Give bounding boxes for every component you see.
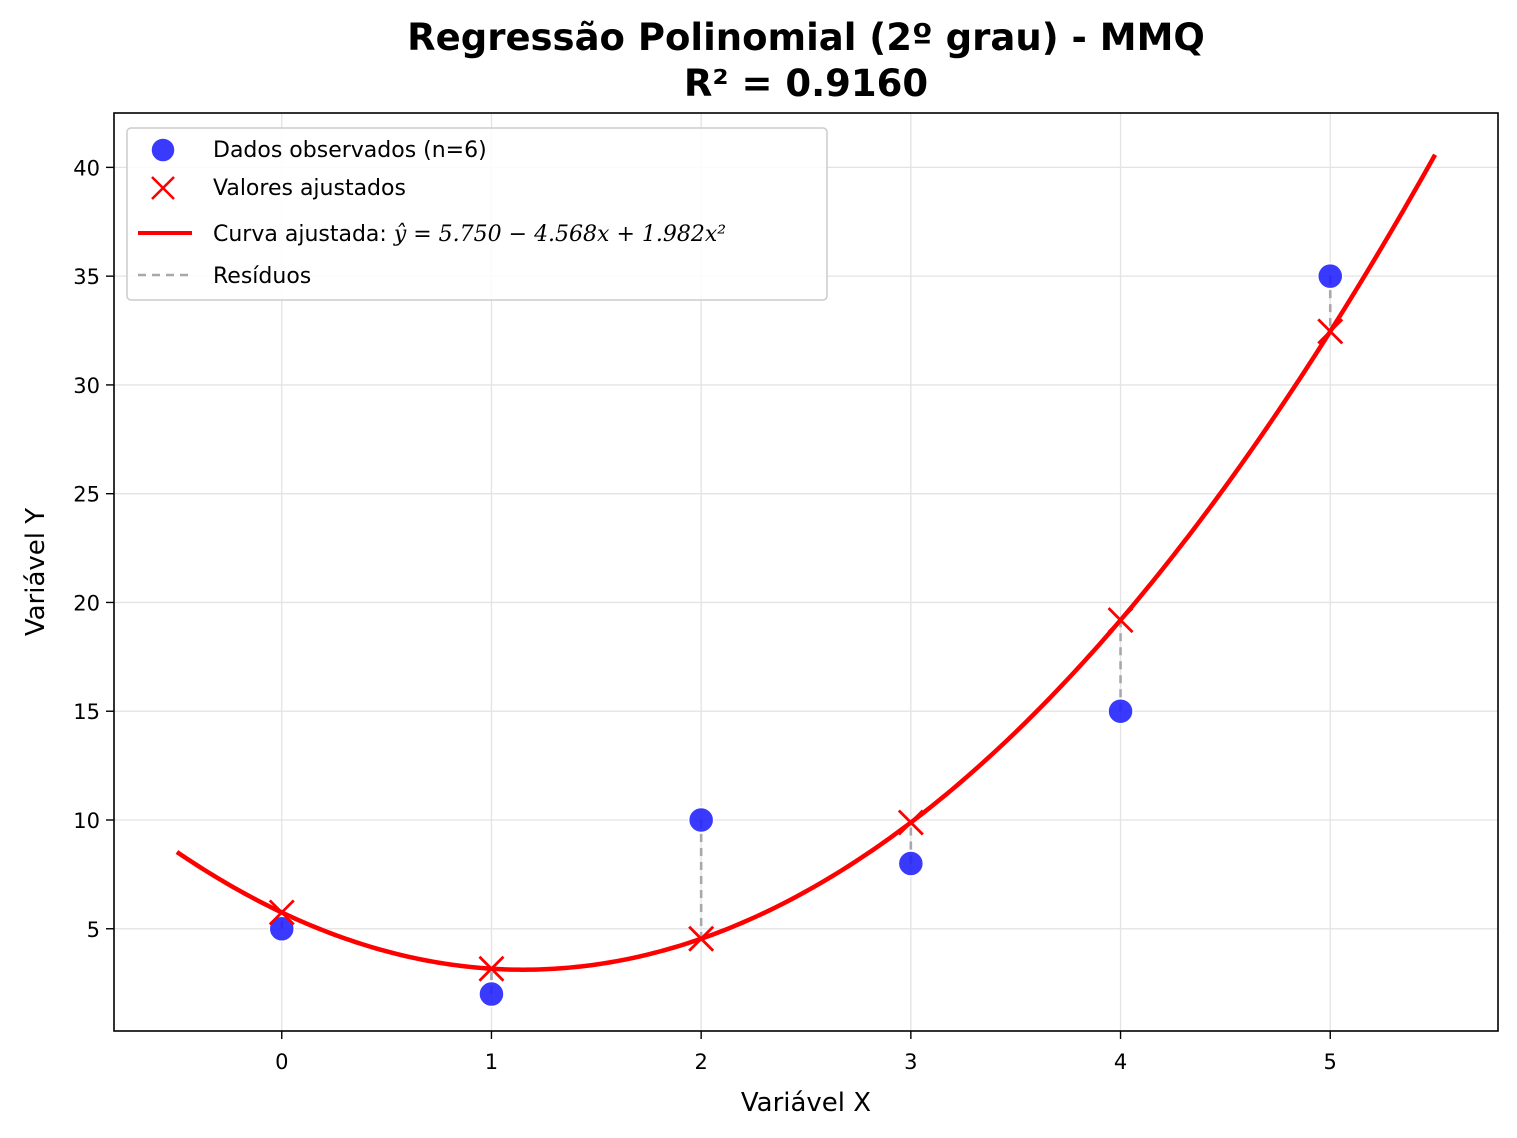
observed-point xyxy=(1107,697,1134,725)
chart-subtitle: R² = 0.9160 xyxy=(684,62,928,105)
x-tick-label: 4 xyxy=(1114,1050,1127,1074)
y-tick-label: 20 xyxy=(73,591,100,615)
legend-curve-equation: ŷ = 5.750 − 4.568x + 1.982x² xyxy=(393,222,726,247)
y-ticks: 5 10 15 20 25 30 35 40 xyxy=(73,156,114,942)
fitted-point xyxy=(688,925,715,952)
axes-frame xyxy=(113,112,1499,1032)
x-ticks: 0 1 2 3 4 5 xyxy=(275,1031,1337,1074)
legend: Dados observados (n=6) Valores ajustados… xyxy=(126,127,828,301)
y-tick-label: 5 xyxy=(87,918,100,942)
observed-point xyxy=(897,850,925,877)
y-tick-label: 30 xyxy=(73,374,100,398)
x-tick-label: 3 xyxy=(904,1050,917,1074)
fitted-curve xyxy=(175,153,1438,972)
legend-marker-observed xyxy=(150,137,176,163)
x-tick-label: 2 xyxy=(694,1050,707,1074)
fitted-point xyxy=(897,809,924,836)
observed-points xyxy=(268,262,1344,1008)
fitted-point xyxy=(1317,318,1344,345)
chart-title: Regressão Polinomial (2º grau) - MMQ xyxy=(407,16,1205,59)
y-tick-label: 25 xyxy=(73,483,100,507)
observed-point xyxy=(1316,262,1344,290)
fitted-point xyxy=(478,955,505,982)
x-tick-label: 1 xyxy=(485,1050,498,1074)
legend-box xyxy=(126,127,828,301)
fitted-point xyxy=(1107,607,1134,634)
legend-label-curve: Curva ajustada: ŷ = 5.750 − 4.568x + 1.9… xyxy=(213,222,726,247)
legend-label-residuals: Resíduos xyxy=(213,264,311,289)
legend-curve-prefix: Curva ajustada: xyxy=(213,222,394,247)
observed-point xyxy=(268,915,296,943)
curve-layer xyxy=(175,153,1438,972)
legend-label-observed: Dados observados (n=6) xyxy=(213,138,487,163)
y-tick-label: 40 xyxy=(73,156,100,180)
x-tick-label: 5 xyxy=(1324,1050,1337,1074)
x-tick-label: 0 xyxy=(275,1050,288,1074)
y-tick-label: 35 xyxy=(73,265,100,289)
y-tick-label: 15 xyxy=(73,700,100,724)
y-axis-label: Variável Y xyxy=(21,508,51,636)
legend-label-fitted: Valores ajustados xyxy=(213,176,406,201)
y-tick-label: 10 xyxy=(73,809,100,833)
legend-marker-fitted xyxy=(151,176,175,200)
observed-point xyxy=(687,806,715,834)
fitted-points xyxy=(268,318,1344,982)
x-axis-label: Variável X xyxy=(741,1088,871,1118)
fitted-point xyxy=(268,899,295,926)
observed-point xyxy=(478,980,505,1008)
